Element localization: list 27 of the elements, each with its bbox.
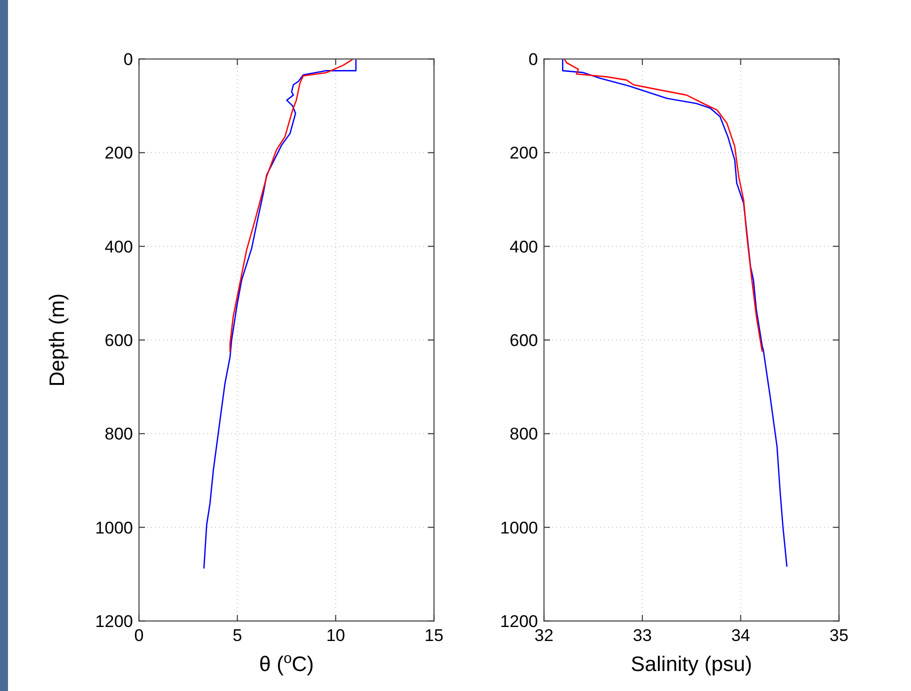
y-tick-label: 400 — [104, 237, 133, 256]
y-axis-title: Depth (m) — [46, 293, 69, 387]
line-series — [229, 58, 354, 352]
y-tick-label: 0 — [124, 50, 133, 69]
y-tick-label: 1200 — [95, 612, 133, 631]
x-tick-label: 34 — [731, 626, 750, 645]
y-tick-label: 0 — [528, 50, 538, 69]
line-series — [203, 58, 357, 570]
x-tick-label: 33 — [632, 626, 652, 645]
y-tick-label: 1000 — [500, 518, 538, 538]
y-tick-label: 200 — [510, 144, 538, 163]
line-series — [564, 58, 763, 352]
x-tick-label: 35 — [830, 626, 848, 645]
y-tick-label: 400 — [510, 237, 538, 256]
x-axis-title: Salinity (psu) — [630, 653, 752, 676]
y-tick-label: 600 — [104, 330, 133, 350]
line-series — [562, 58, 788, 568]
x-tick-label: 15 — [424, 626, 444, 645]
y-tick-label: 1000 — [95, 518, 133, 538]
x-tick-label: 32 — [534, 626, 554, 645]
y-tick-label: 800 — [104, 424, 133, 444]
y-tick-label: 800 — [510, 424, 538, 444]
y-tick-label: 200 — [104, 144, 133, 163]
x-axis-title: θ ($^{o}$C) — [259, 651, 314, 676]
x-tick-label: 5 — [232, 626, 242, 645]
x-tick-label: 10 — [326, 626, 346, 645]
y-tick-label: 600 — [510, 330, 538, 350]
